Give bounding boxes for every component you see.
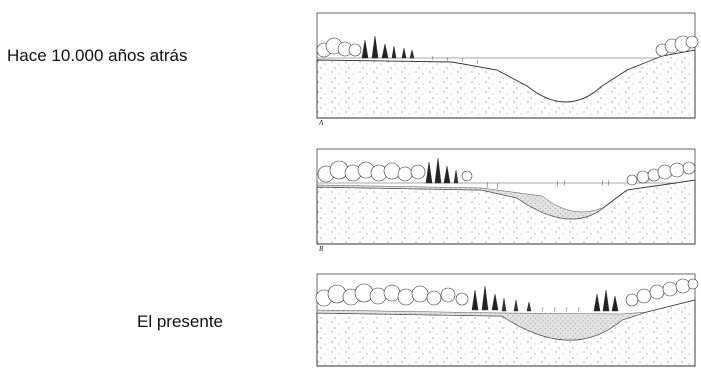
panel-a-letter: A [318,119,324,127]
panel-a: A [316,12,699,127]
caption-present: El presente [137,312,223,331]
panel-b: B [316,148,696,253]
panel-c-peat-fill [316,309,648,341]
panel-b-ground [316,179,696,245]
panel-b-vegetation-right [626,161,696,186]
panel-b-letter: B [319,245,324,253]
panel-a-ground [316,49,696,119]
panel-b-sediment [316,184,608,220]
caption-past: Hace 10.000 años atrás [7,46,188,65]
panel-a-vegetation-left [316,35,415,59]
panel-b-reeds [486,179,610,190]
panel-c [315,273,699,367]
lake-succession-figure: A B [315,12,699,367]
panel-a-vegetation-right [655,35,699,57]
panel-c-grass [541,306,580,313]
panel-a-grass [431,55,479,65]
panel-c-vegetation [315,278,699,312]
panel-b-vegetation-left [317,157,473,184]
